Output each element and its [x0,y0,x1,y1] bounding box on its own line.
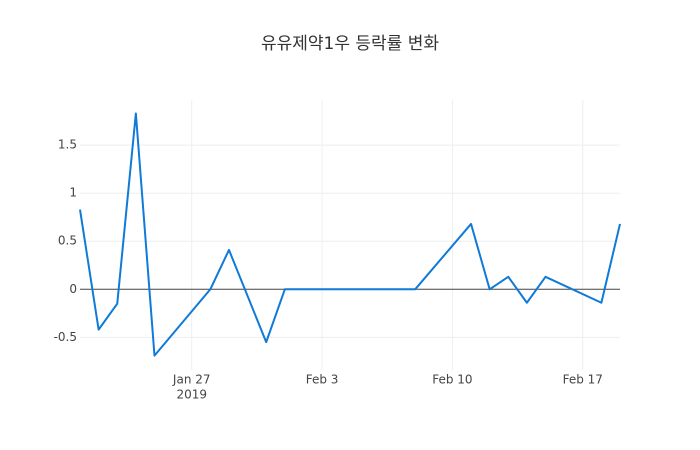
chart-title: 유유제약1우 등락률 변화 [261,34,439,54]
y-tick-label: 1 [69,186,77,200]
x-tick-label: Feb 10 [432,373,472,387]
x-year-label: 2019 [176,388,207,402]
x-tick-label: Feb 3 [306,373,339,387]
y-tick-label: -0.5 [54,330,77,344]
x-tick-label: Jan 27 [172,373,211,387]
x-tick-label: Feb 17 [563,373,603,387]
y-tick-label: 0 [69,282,77,296]
line [79,112,621,357]
y-tick-label: 1.5 [58,138,77,152]
y-tick-label: 0.5 [58,234,77,248]
